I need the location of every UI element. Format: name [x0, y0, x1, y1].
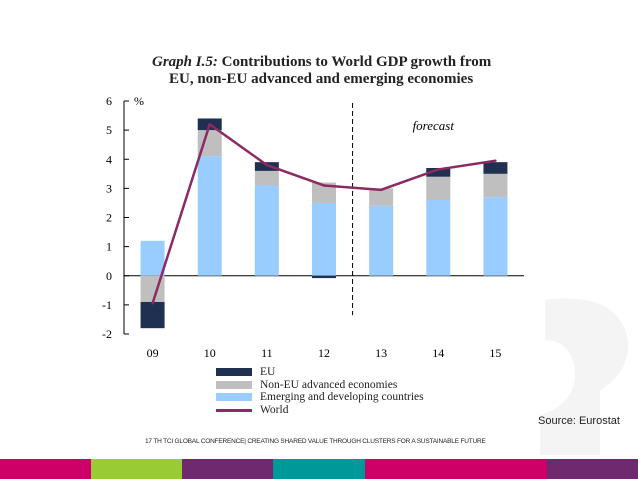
bar-non-eu	[426, 176, 451, 201]
world-point	[322, 184, 326, 187]
source-note: Source: Eurostat	[538, 415, 620, 427]
bar-emerging	[312, 202, 336, 276]
title-line-2: EU, non-EU advanced and emerging economi…	[169, 71, 474, 87]
legend-swatch-world	[216, 408, 252, 412]
footer-stripe	[364, 459, 456, 479]
bar-non-eu	[312, 182, 336, 203]
legend-label-world: World	[260, 403, 289, 416]
legend-item-emerging: Emerging and developing countries	[216, 391, 424, 404]
chart-legend: EU Non-EU advanced economies Emerging an…	[216, 366, 424, 416]
x-tick-label: 12	[318, 346, 330, 360]
legend-item-eu: EU	[216, 366, 424, 379]
title-line-1: Contributions to World GDP growth from	[221, 54, 492, 70]
bar-emerging	[140, 240, 165, 276]
world-point	[265, 163, 269, 167]
x-tick-label: 11	[261, 346, 273, 360]
world-point	[494, 159, 497, 162]
legend-item-non-eu: Non-EU advanced economies	[216, 379, 424, 392]
footer-stripe	[546, 459, 638, 479]
bar-eu	[254, 162, 279, 171]
bar-emerging	[483, 197, 508, 276]
footer-stripe	[91, 459, 183, 479]
x-tick-label: 14	[432, 346, 444, 360]
x-tick-label: 10	[204, 346, 216, 360]
bar-non-eu	[483, 173, 508, 198]
bar-emerging	[426, 200, 451, 276]
bar-emerging	[369, 205, 394, 276]
footer-stripe	[0, 459, 92, 479]
conference-footer: 17 TH TCI GLOBAL CONFERENCE| CREATING SH…	[145, 438, 486, 445]
x-tick-label: 09	[147, 346, 159, 360]
legend-label-eu: EU	[260, 366, 276, 378]
y-tick-label: 1	[106, 240, 112, 254]
bar-non-eu	[369, 188, 394, 206]
footer-stripe	[455, 459, 547, 479]
legend-swatch-non-eu	[216, 380, 252, 389]
y-tick-label: 6	[106, 94, 112, 108]
y-tick-label: -2	[102, 327, 112, 341]
x-tick-label: 15	[489, 346, 501, 360]
bar-non-eu	[254, 170, 279, 186]
forecast-label: forecast	[413, 118, 455, 133]
footer-stripe	[182, 459, 274, 479]
legend-label-emerging: Emerging and developing countries	[260, 391, 424, 403]
footer-stripe	[273, 459, 365, 479]
legend-swatch-eu	[216, 368, 252, 376]
bar-emerging	[197, 156, 222, 276]
bar-eu	[483, 162, 508, 174]
y-tick-label: 5	[106, 123, 112, 137]
y-tick-label: 3	[106, 181, 112, 195]
bar-eu	[312, 275, 336, 279]
world-point	[151, 302, 154, 305]
chart-title: Graph I.5: Contributions to World GDP gr…	[152, 54, 572, 88]
world-point	[208, 123, 211, 126]
world-point	[379, 188, 383, 192]
footer-color-bar	[0, 459, 638, 479]
legend-label-non-eu: Non-EU advanced economies	[260, 378, 398, 391]
x-tick-label: 13	[375, 346, 387, 360]
y-tick-label: -1	[102, 298, 112, 312]
y-tick-label: 0	[106, 269, 112, 283]
bar-eu	[140, 301, 165, 329]
world-point	[437, 168, 440, 171]
y-tick-label: 2	[106, 211, 112, 225]
y-tick-label: 4	[106, 152, 112, 166]
legend-item-world: World	[216, 404, 424, 417]
legend-swatch-emerging	[216, 393, 252, 401]
graph-number: Graph I.5:	[152, 54, 218, 70]
bar-eu	[426, 167, 451, 177]
y-unit-label: %	[134, 94, 144, 108]
bar-emerging	[254, 185, 279, 276]
